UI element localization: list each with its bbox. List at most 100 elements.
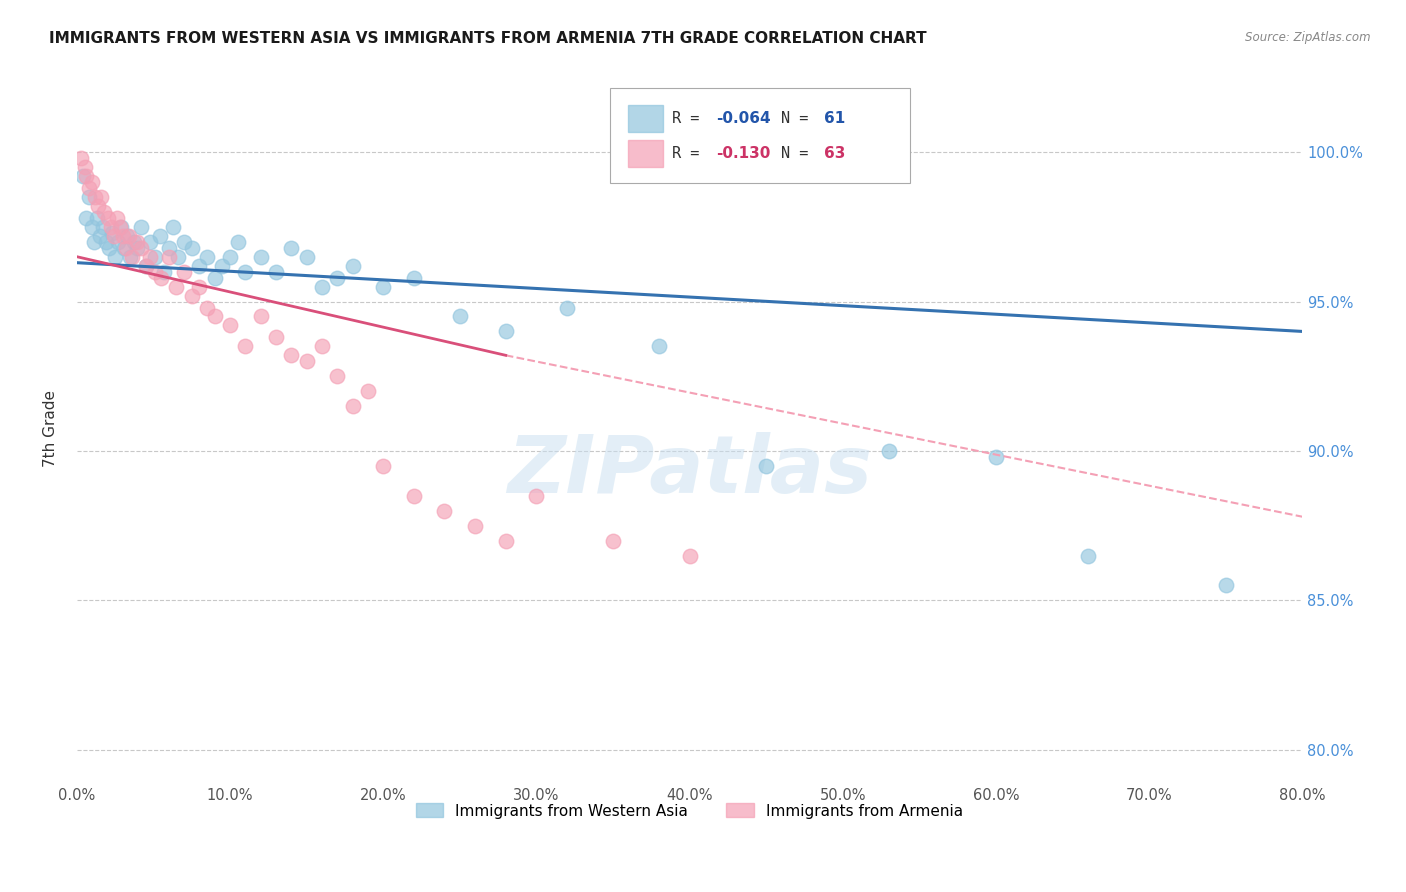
Point: [98, 241, 121, 255]
Point: [1215, 578, 1237, 592]
Legend: Immigrants from Western Asia, Immigrants from Armenia: Immigrants from Western Asia, Immigrants…: [409, 797, 970, 824]
Point: [204, 270, 226, 285]
Point: [150, 270, 173, 285]
Point: [139, 250, 162, 264]
Point: [153, 265, 176, 279]
Text: IMMIGRANTS FROM WESTERN ASIA VS IMMIGRANTS FROM ARMENIA 7TH GRADE CORRELATION CH: IMMIGRANTS FROM WESTERN ASIA VS IMMIGRAN…: [49, 31, 927, 46]
Text: Source: ZipAtlas.com: Source: ZipAtlas.com: [1246, 31, 1371, 45]
Point: [73, 160, 96, 174]
Text: N =: N =: [782, 145, 818, 161]
Point: [495, 325, 517, 339]
Point: [311, 279, 333, 293]
Point: [75, 211, 97, 225]
Point: [72, 169, 94, 183]
Point: [180, 241, 202, 255]
Point: [93, 205, 115, 219]
Point: [148, 228, 170, 243]
Point: [877, 444, 900, 458]
Point: [143, 250, 166, 264]
Point: [195, 301, 218, 315]
Point: [112, 241, 135, 255]
Point: [94, 235, 117, 249]
Point: [249, 250, 271, 264]
Text: 61: 61: [824, 111, 845, 126]
Point: [402, 489, 425, 503]
Point: [433, 504, 456, 518]
Point: [139, 235, 162, 249]
Point: [125, 241, 148, 255]
Point: [280, 348, 302, 362]
Point: [143, 265, 166, 279]
Point: [129, 219, 152, 234]
Point: [219, 318, 242, 333]
Point: [100, 219, 122, 234]
Point: [311, 339, 333, 353]
Point: [103, 228, 125, 243]
Text: 63: 63: [824, 145, 845, 161]
Point: [89, 228, 111, 243]
Point: [402, 270, 425, 285]
Point: [226, 235, 249, 249]
Point: [105, 211, 128, 225]
Point: [326, 270, 349, 285]
Point: [117, 228, 139, 243]
Point: [165, 279, 187, 293]
Point: [135, 259, 157, 273]
Point: [280, 241, 302, 255]
Point: [495, 533, 517, 548]
Point: [219, 250, 242, 264]
Point: [326, 369, 349, 384]
Point: [173, 265, 195, 279]
Point: [524, 489, 547, 503]
Point: [107, 235, 129, 249]
Point: [125, 235, 148, 249]
Point: [195, 250, 218, 264]
Point: [233, 339, 256, 353]
Point: [264, 330, 287, 344]
Point: [90, 190, 112, 204]
Point: [122, 235, 145, 249]
Point: [188, 279, 211, 293]
Point: [70, 151, 93, 165]
Point: [101, 226, 124, 240]
Text: R =: R =: [672, 145, 709, 161]
Point: [82, 219, 104, 234]
Point: [118, 228, 141, 243]
Point: [357, 384, 380, 399]
Text: -0.130: -0.130: [717, 145, 770, 161]
Point: [167, 250, 190, 264]
Text: R =: R =: [672, 111, 709, 126]
Point: [82, 175, 104, 189]
Point: [96, 211, 118, 225]
Point: [162, 219, 184, 234]
Point: [91, 219, 114, 234]
Point: [84, 190, 107, 204]
Point: [1077, 549, 1099, 563]
Point: [111, 228, 134, 243]
FancyBboxPatch shape: [610, 88, 910, 183]
Point: [648, 339, 671, 353]
Point: [120, 250, 142, 264]
Point: [233, 265, 256, 279]
Point: [602, 533, 624, 548]
Point: [464, 518, 486, 533]
FancyBboxPatch shape: [628, 105, 662, 131]
Point: [342, 259, 364, 273]
Point: [373, 458, 395, 473]
Text: N =: N =: [782, 111, 818, 126]
Point: [86, 211, 108, 225]
Point: [75, 169, 97, 183]
Point: [449, 310, 471, 324]
Point: [108, 219, 131, 234]
Point: [121, 250, 143, 264]
Point: [249, 310, 271, 324]
Point: [188, 259, 211, 273]
Point: [204, 310, 226, 324]
Point: [180, 288, 202, 302]
Text: -0.064: -0.064: [717, 111, 770, 126]
Point: [984, 450, 1007, 464]
Point: [373, 279, 395, 293]
Point: [77, 181, 100, 195]
Y-axis label: 7th Grade: 7th Grade: [44, 390, 58, 467]
Point: [555, 301, 578, 315]
